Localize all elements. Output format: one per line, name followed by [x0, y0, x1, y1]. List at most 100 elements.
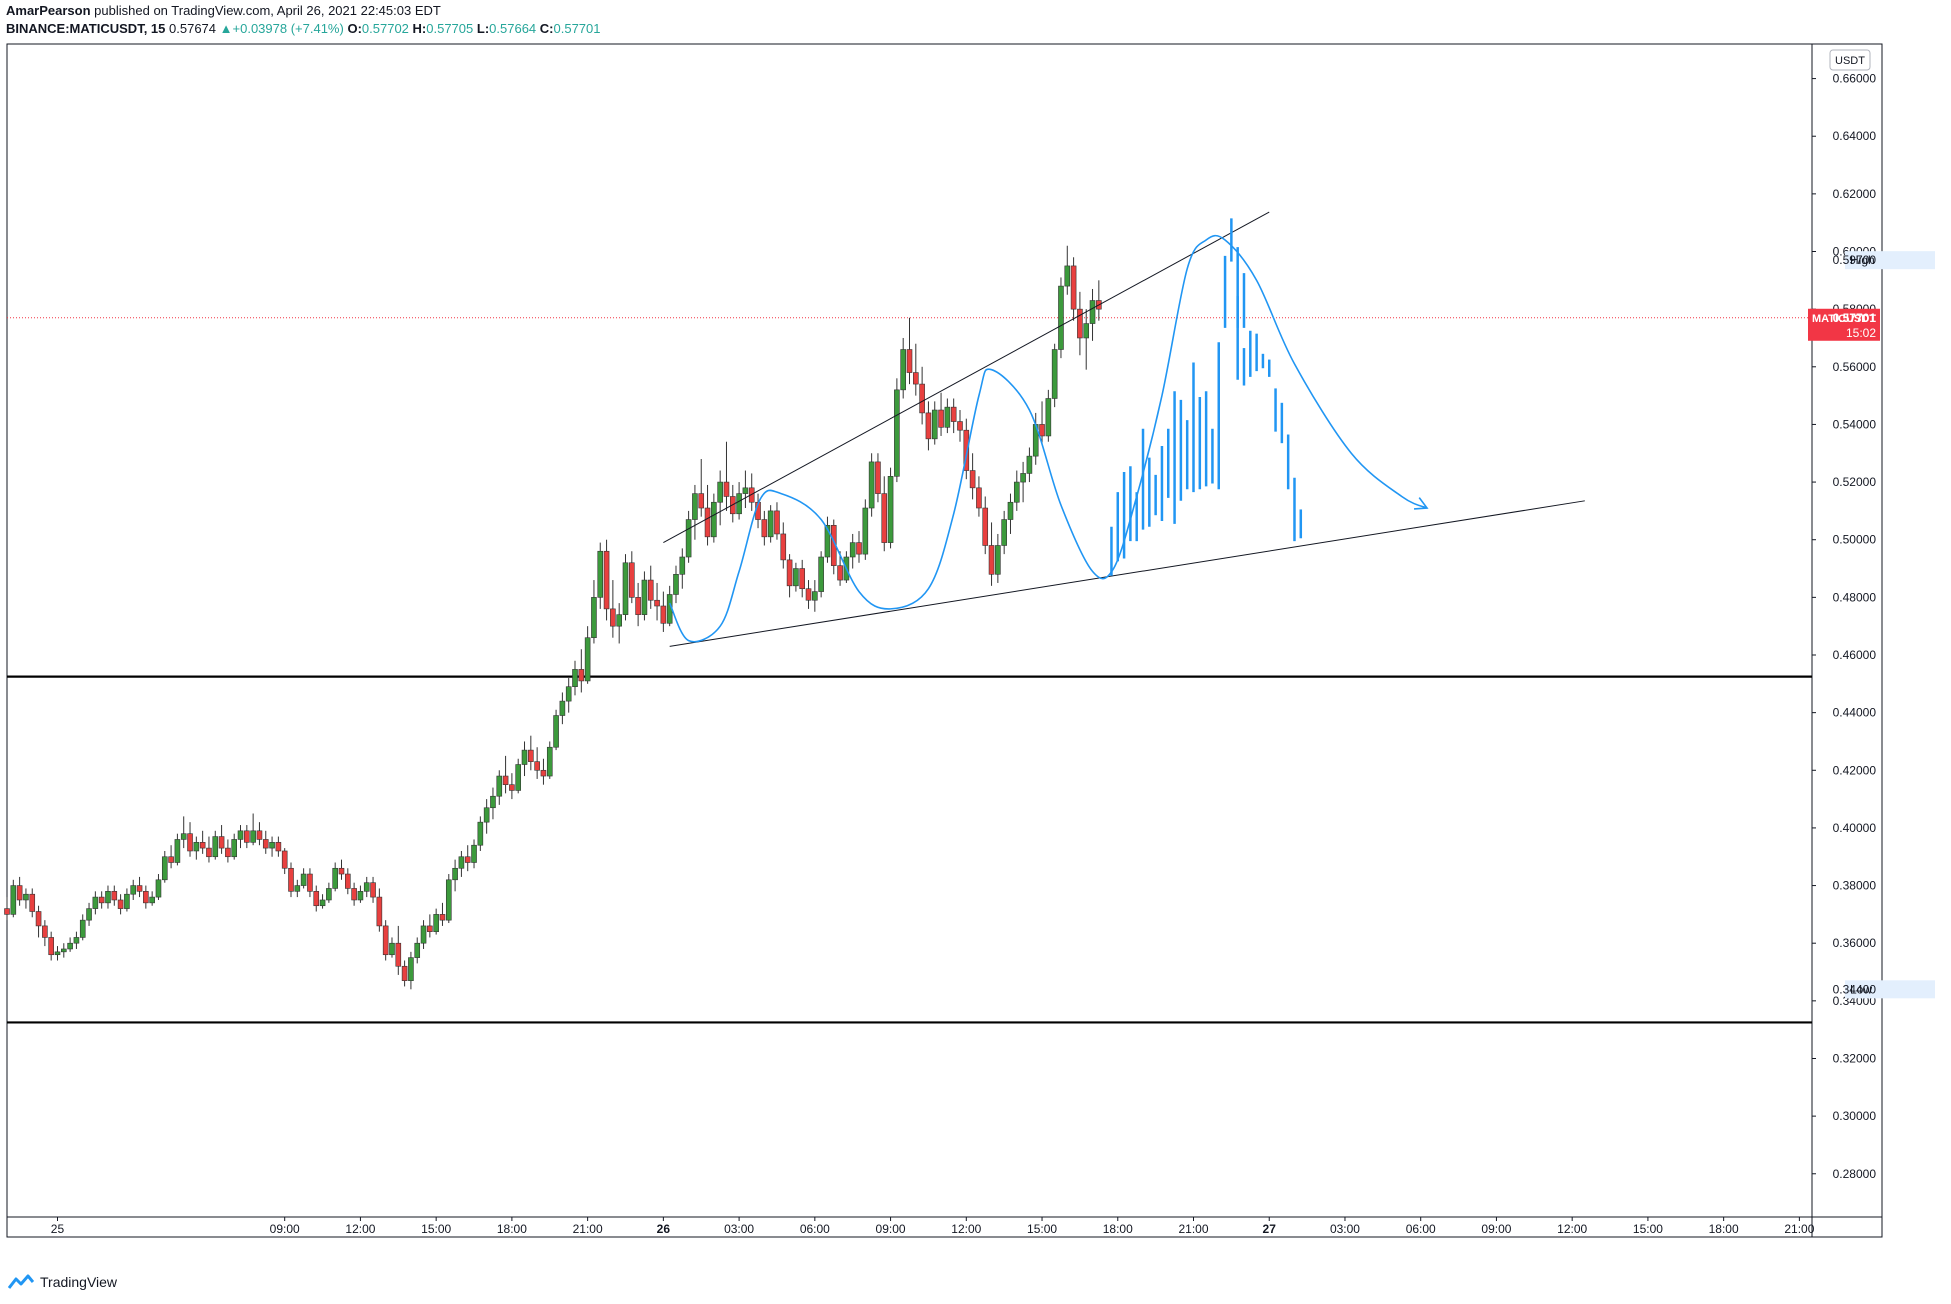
- x-tick-label: 12:00: [1557, 1222, 1587, 1236]
- candle-body: [629, 562, 635, 598]
- price-marker-value: 0.59700: [1833, 253, 1877, 267]
- footer-brand[interactable]: TradingView: [8, 1274, 117, 1290]
- y-tick-label: 0.32000: [1833, 1051, 1877, 1065]
- currency-badge: [1829, 49, 1871, 71]
- candle-body: [812, 591, 818, 601]
- candle-body: [900, 349, 906, 391]
- candle-body: [16, 885, 23, 901]
- x-tick-label: 18:00: [497, 1222, 527, 1236]
- candle-body: [509, 784, 515, 791]
- candle-body: [824, 525, 831, 558]
- candle-body: [1064, 265, 1071, 287]
- candle-body: [521, 749, 528, 765]
- symbol-label: BINANCE:MATICUSDT, 15: [6, 21, 166, 36]
- last-price-symbol: MATICUSDT: [1812, 313, 1876, 325]
- candle-body: [199, 842, 206, 849]
- candle-body: [988, 545, 995, 575]
- candle-body: [1077, 308, 1083, 339]
- candle-body: [61, 948, 67, 953]
- candle-body: [67, 942, 73, 950]
- candle-body: [919, 383, 925, 414]
- candle-body: [307, 873, 313, 892]
- candle-body: [1026, 455, 1033, 474]
- x-tick-label: 09:00: [1481, 1222, 1511, 1236]
- high-label: H:: [412, 21, 427, 36]
- candle-body: [370, 882, 376, 898]
- x-tick-label: 26: [657, 1222, 671, 1236]
- candle-body: [363, 882, 370, 892]
- candle-body: [143, 891, 149, 904]
- candle-body: [1001, 519, 1007, 546]
- y-tick-label: 0.46000: [1833, 648, 1877, 662]
- candle-body: [218, 836, 225, 849]
- candle-body: [130, 885, 137, 895]
- candle-body: [4, 908, 10, 915]
- trendline-1: [669, 500, 1585, 647]
- candle-body: [534, 761, 540, 771]
- candle-body: [1083, 323, 1090, 339]
- candle-body: [1007, 501, 1014, 520]
- candle-body: [86, 908, 92, 921]
- candle-body: [471, 844, 477, 863]
- candle-body: [433, 914, 439, 932]
- candle-body: [584, 637, 591, 682]
- candle-body: [1089, 300, 1096, 324]
- candle-body: [881, 493, 888, 543]
- x-tick-label: 15:00: [1027, 1222, 1057, 1236]
- candle-body: [673, 573, 679, 595]
- candle-body: [849, 542, 856, 558]
- candle-body: [420, 925, 427, 944]
- y-tick-label: 0.50000: [1833, 533, 1877, 547]
- author-name[interactable]: AmarPearson: [6, 3, 91, 18]
- candle-body: [262, 839, 269, 849]
- low-value: 0.57664: [489, 21, 537, 36]
- candle-body: [647, 579, 654, 601]
- candle-body: [275, 842, 282, 852]
- candle-body: [875, 461, 881, 494]
- publisher-line: AmarPearson published on TradingView.com…: [6, 3, 441, 18]
- open-label: O:: [347, 21, 362, 36]
- candle-body: [635, 597, 641, 615]
- candle-body: [679, 556, 686, 575]
- y-tick-label: 0.42000: [1833, 763, 1877, 777]
- candle-body: [1020, 473, 1026, 483]
- candle-body: [105, 891, 111, 904]
- candle-body: [244, 830, 250, 843]
- candle-body: [117, 899, 124, 909]
- trendline-0: [663, 211, 1270, 544]
- candle-body: [174, 839, 181, 863]
- candle-body: [603, 550, 610, 610]
- candle-body: [976, 487, 982, 509]
- candle-body: [597, 550, 604, 598]
- candle-body: [692, 493, 698, 520]
- candle-body: [995, 545, 1001, 575]
- current-price: 0.57674: [169, 21, 217, 36]
- candle-body: [180, 833, 187, 840]
- y-tick-label: 0.44000: [1833, 706, 1877, 720]
- candle-body: [256, 830, 263, 840]
- candle-body: [35, 911, 42, 927]
- candle-body: [837, 565, 843, 581]
- candle-body: [357, 891, 364, 901]
- candle-body: [187, 833, 193, 852]
- y-tick-label: 0.64000: [1833, 129, 1877, 143]
- candle-body: [477, 821, 484, 846]
- candle-body: [395, 942, 402, 967]
- y-tick-label: 0.54000: [1833, 417, 1877, 431]
- price-marker-name: Low: [1850, 982, 1872, 996]
- candle-body: [168, 856, 174, 863]
- x-tick-label: 12:00: [951, 1222, 981, 1236]
- candle-body: [1058, 285, 1064, 350]
- x-tick-label: 25: [51, 1222, 65, 1236]
- candle-body: [856, 542, 862, 555]
- candle-body: [376, 896, 383, 927]
- candle-body: [868, 461, 875, 509]
- candle-body: [338, 867, 345, 875]
- candle-body: [931, 409, 938, 440]
- candle-body: [401, 965, 408, 981]
- candle-body: [786, 559, 793, 587]
- candle-body: [957, 421, 963, 431]
- y-tick-label: 0.40000: [1833, 821, 1877, 835]
- candle-body: [1013, 481, 1020, 503]
